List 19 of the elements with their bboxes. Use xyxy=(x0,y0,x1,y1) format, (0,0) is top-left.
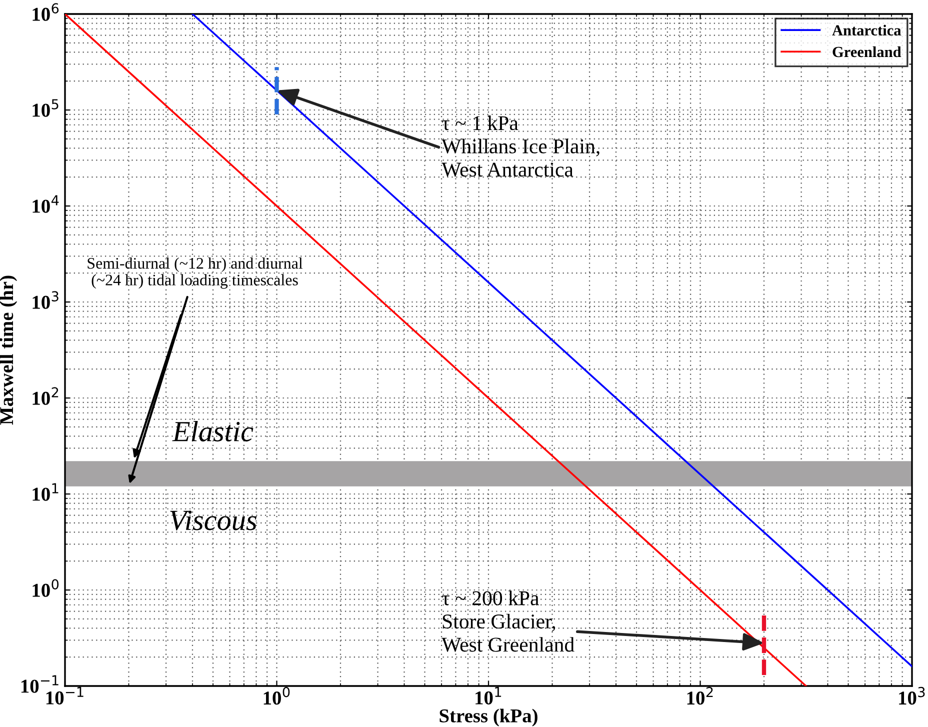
annotation: τ ~ 1 kPa Whillans Ice Plain, West Antarctica xyxy=(442,116,600,177)
y-tick-label: 10$^{2}$ xyxy=(32,387,58,405)
x-tick-label: 10$^{2}$ xyxy=(687,686,713,705)
y-tick-label: 10$^{5}$ xyxy=(32,99,58,117)
x-tick-label: 10$^{3}$ xyxy=(899,686,925,705)
legend-label: Antarctica xyxy=(832,24,902,36)
x-axis-title: Stress (kPa) xyxy=(440,708,538,726)
y-tick-label: 10$^{4}$ xyxy=(32,195,59,213)
annotation: τ ~ 200 kPa Store Glacier, West Greenland xyxy=(442,590,574,652)
annotation: Viscous xyxy=(170,510,256,530)
band-label: Semi-diurnal (~12 hr) and diurnal (~24 hr) tidal loading timescales xyxy=(88,257,303,289)
x-tick-label: 10$^{0}$ xyxy=(264,686,290,705)
y-tick-label: 10$^{3}$ xyxy=(32,291,58,309)
x-tick-label: 10$^{1}$ xyxy=(476,686,502,704)
y-tick-label: 10$^{6}$ xyxy=(32,3,59,21)
annotation: Elastic xyxy=(172,420,254,442)
legend-label: Greenland xyxy=(832,46,902,58)
y-tick-label: 10$^{1}$ xyxy=(32,483,58,501)
y-tick-label: 10$^{0}$ xyxy=(32,579,59,597)
